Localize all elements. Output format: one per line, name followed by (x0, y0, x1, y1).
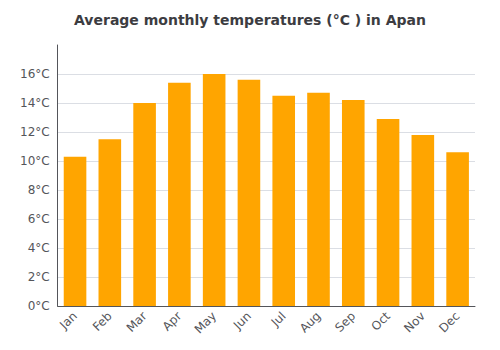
svg-text:Average monthly temperatures (: Average monthly temperatures (°C ) in Ap… (74, 12, 426, 28)
svg-text:12°C: 12°C (20, 125, 50, 139)
svg-text:14°C: 14°C (20, 96, 50, 110)
svg-text:Jun: Jun (230, 309, 254, 333)
svg-text:4°C: 4°C (28, 241, 50, 255)
svg-text:Feb: Feb (90, 309, 115, 334)
svg-text:Oct: Oct (368, 309, 393, 334)
svg-text:Sep: Sep (332, 309, 358, 335)
svg-text:Apr: Apr (160, 309, 185, 334)
svg-text:2°C: 2°C (28, 270, 50, 284)
svg-text:May: May (192, 309, 219, 336)
svg-text:8°C: 8°C (28, 183, 50, 197)
svg-text:Mar: Mar (124, 309, 150, 335)
svg-text:10°C: 10°C (20, 154, 50, 168)
svg-text:Nov: Nov (401, 309, 427, 335)
svg-text:Jan: Jan (56, 309, 80, 333)
svg-text:0°C: 0°C (28, 299, 50, 313)
svg-text:6°C: 6°C (28, 212, 50, 226)
svg-text:16°C: 16°C (20, 67, 50, 81)
svg-text:Dec: Dec (436, 309, 462, 335)
svg-text:Aug: Aug (297, 309, 323, 335)
svg-text:Jul: Jul (268, 309, 289, 330)
